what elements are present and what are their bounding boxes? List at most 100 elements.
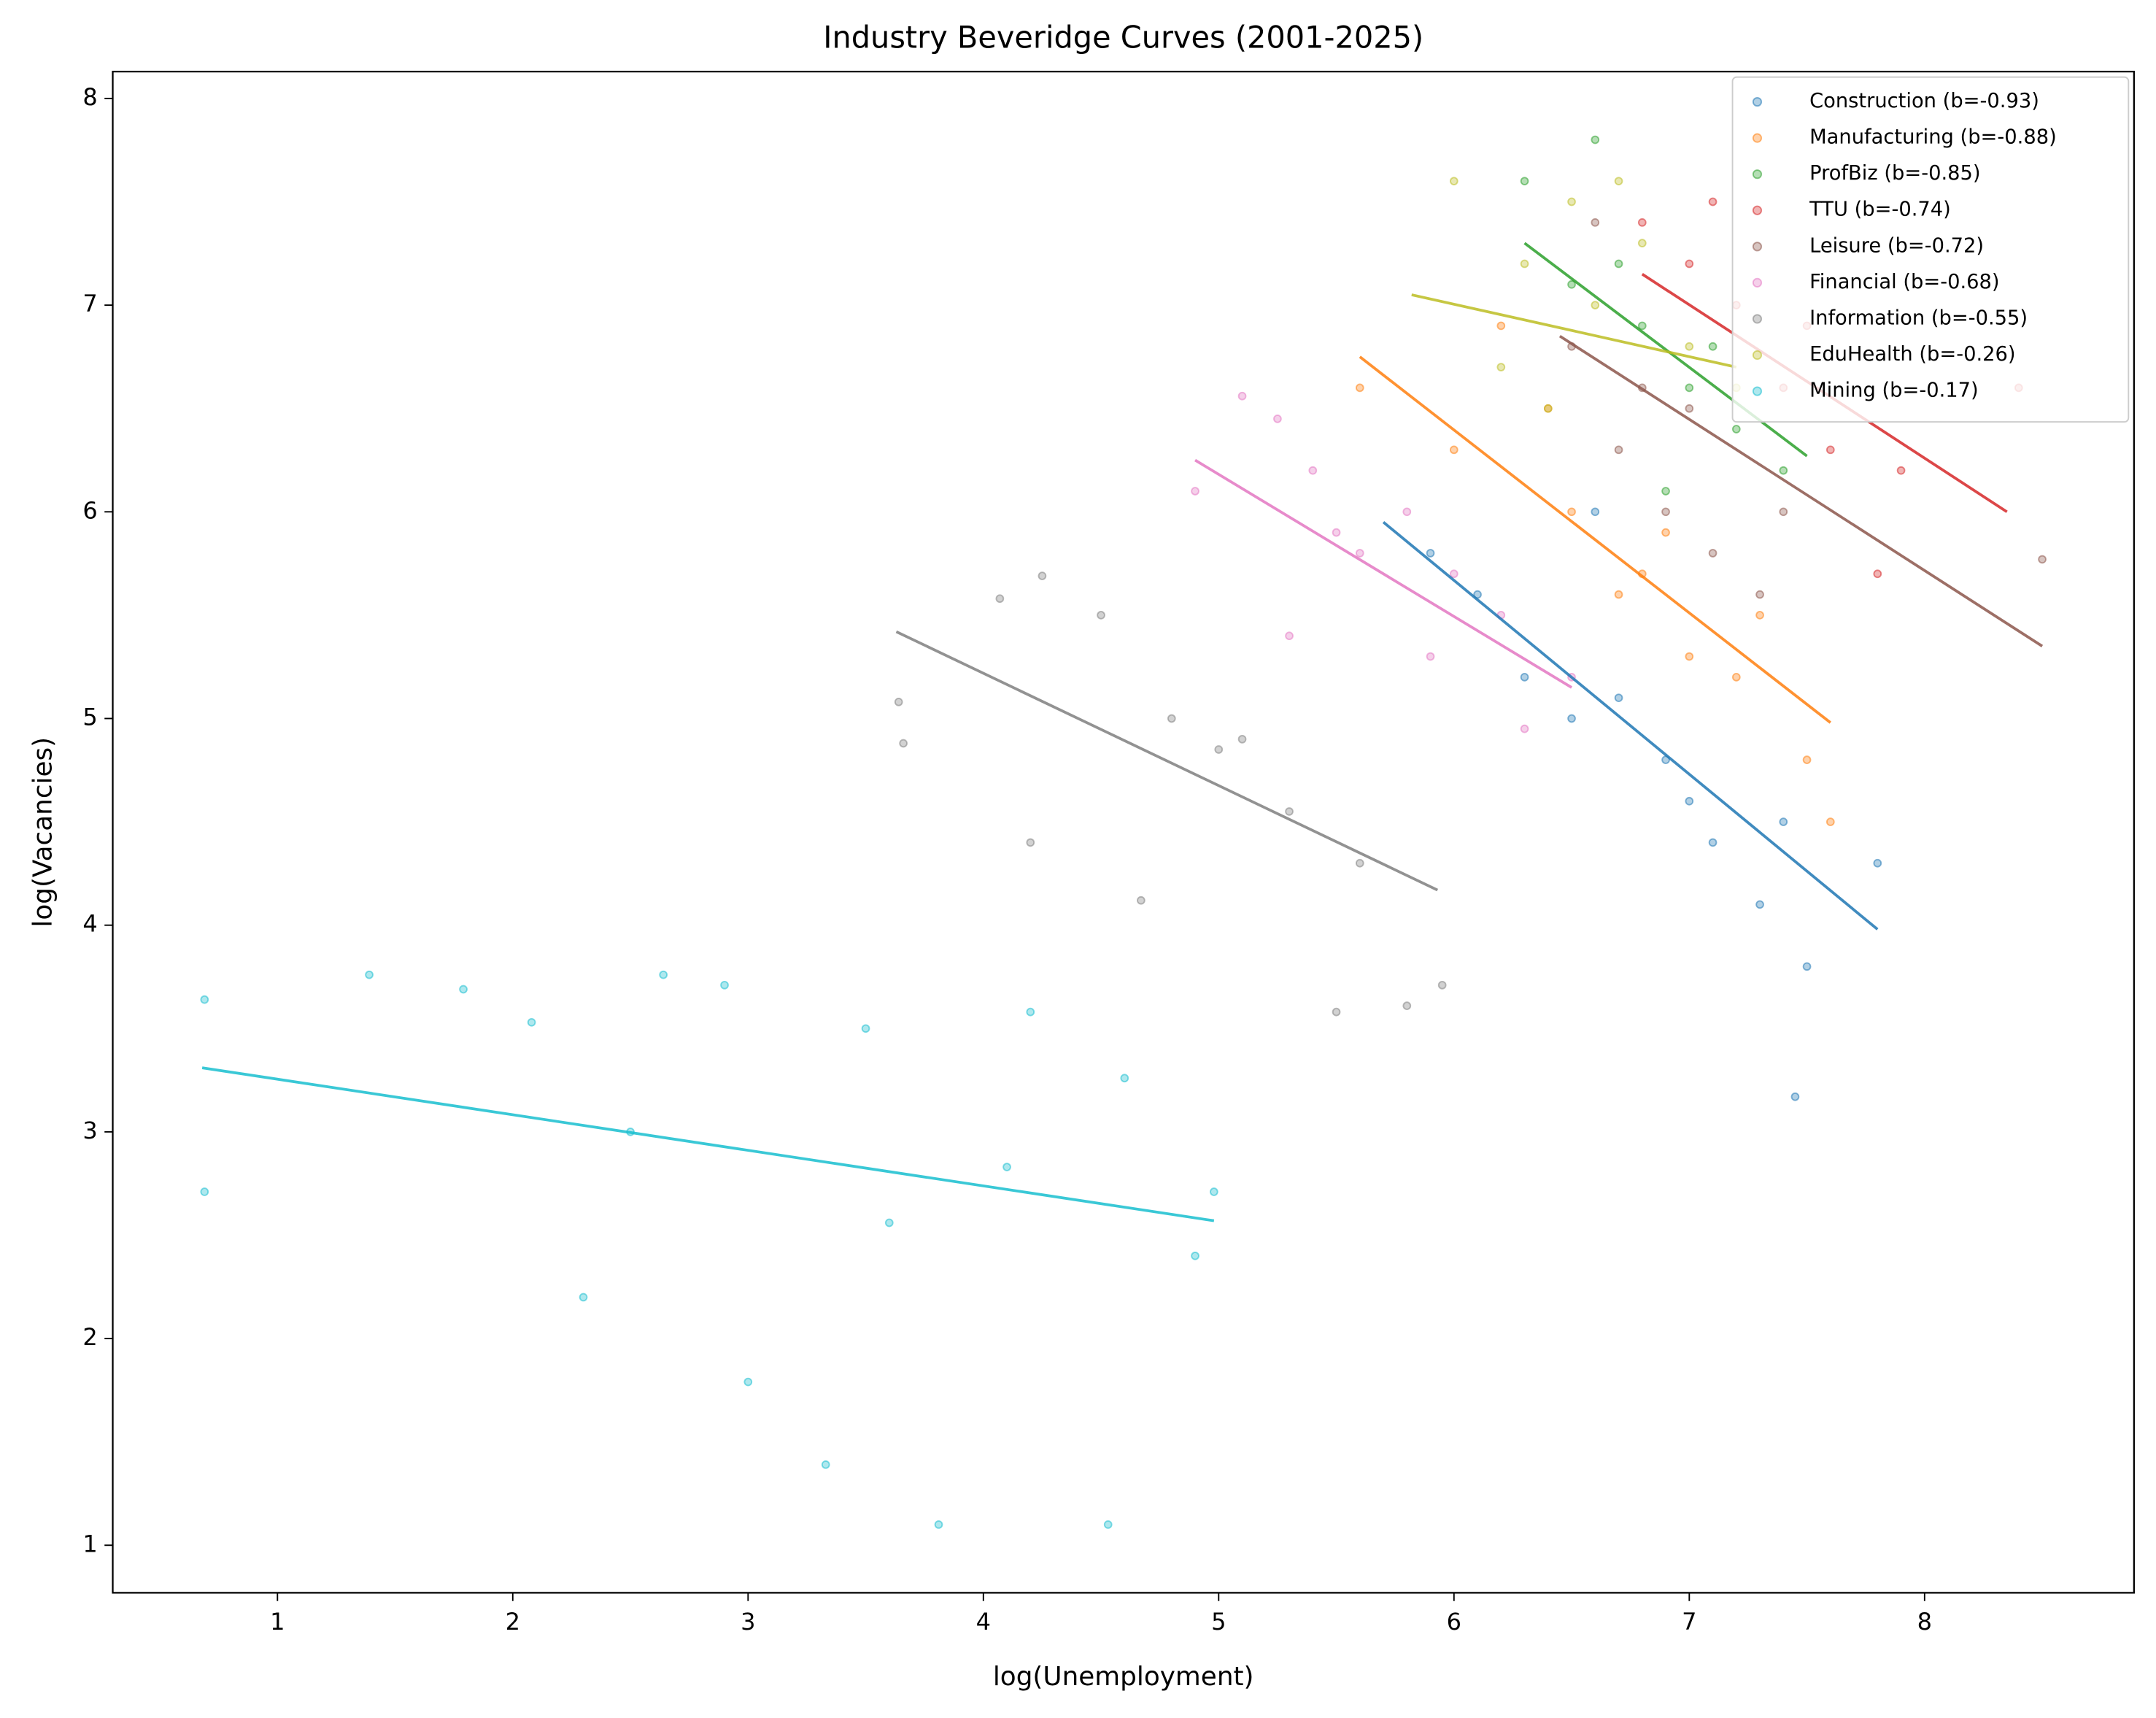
x-tick-label: 2 [506, 1608, 520, 1636]
scatter-point [1685, 404, 1694, 413]
scatter-point [1802, 755, 1812, 764]
scatter-point [884, 1218, 894, 1228]
legend-marker [1752, 133, 1763, 143]
scatter-point [1637, 321, 1647, 331]
scatter-point [1496, 321, 1506, 331]
scatter-point [1449, 445, 1458, 455]
scatter-point [743, 1377, 753, 1387]
scatter-point [1355, 549, 1364, 558]
scatter-point [1520, 259, 1529, 269]
scatter-point [1708, 342, 1718, 351]
legend-label: Mining (b=-0.17) [1809, 380, 1979, 402]
scatter-point [1038, 571, 1047, 580]
scatter-point [1449, 569, 1458, 579]
scatter-point [1825, 445, 1835, 455]
scatter-point [1614, 177, 1623, 186]
scatter-point [1449, 177, 1458, 186]
scatter-point [1520, 673, 1529, 682]
scatter-point [1779, 507, 1788, 517]
legend-label: EduHealth (b=-0.26) [1809, 343, 2015, 366]
legend-marker [1752, 314, 1763, 324]
scatter-point [1214, 745, 1224, 754]
x-tick-label: 3 [741, 1608, 755, 1636]
legend-marker [1752, 386, 1763, 396]
scatter-point [200, 1187, 209, 1196]
scatter-point [1779, 466, 1788, 475]
scatter-point [1285, 631, 1294, 641]
x-tick-label: 6 [1447, 1608, 1461, 1636]
scatter-point [1026, 838, 1035, 847]
scatter-point [934, 1520, 943, 1529]
scatter-point [1790, 1092, 1800, 1101]
scatter-point [1332, 528, 1341, 537]
scatter-point [1567, 714, 1576, 723]
x-tick-label: 7 [1682, 1608, 1696, 1636]
legend-marker [1752, 96, 1763, 107]
scatter-point [1332, 1007, 1341, 1017]
fit-line [1359, 355, 1831, 724]
scatter-point [1637, 239, 1647, 247]
scatter-point [1873, 858, 1882, 868]
scatter-point [365, 970, 374, 979]
scatter-point [1237, 391, 1247, 401]
scatter-point [1708, 838, 1718, 847]
scatter-point [1591, 135, 1600, 145]
scatter-point [1802, 962, 1812, 971]
fit-line [1382, 521, 1879, 931]
fit-line [201, 1066, 1215, 1222]
scatter-point [1543, 404, 1553, 413]
scatter-point [1520, 177, 1529, 186]
scatter-point [1237, 734, 1247, 744]
scatter-point [1191, 487, 1199, 496]
scatter-point [1685, 342, 1694, 351]
scatter-point [1167, 714, 1176, 723]
legend-marker [1752, 277, 1763, 288]
scatter-point [821, 1460, 830, 1469]
scatter-point [861, 1024, 870, 1033]
scatter-point [1685, 796, 1694, 806]
legend-label: Construction (b=-0.93) [1809, 90, 2039, 112]
legend-marker [1752, 169, 1763, 180]
scatter-point [1685, 652, 1694, 661]
legend-label: ProfBiz (b=-0.85) [1809, 162, 1980, 185]
legend-marker [1752, 350, 1763, 361]
legend-label: Manufacturing (b=-0.88) [1809, 126, 2057, 149]
scatter-point [2038, 555, 2047, 564]
scatter-point [1355, 858, 1364, 868]
scatter-point [1637, 217, 1647, 227]
y-tick-label: 3 [82, 1117, 97, 1144]
scatter-point [1426, 652, 1435, 661]
legend-label: TTU (b=-0.74) [1809, 199, 1951, 221]
scatter-point [1614, 590, 1623, 599]
fit-line [1558, 334, 2044, 647]
scatter-point [1708, 197, 1718, 207]
plot-frame [112, 70, 2135, 1594]
x-tick-label: 1 [270, 1608, 285, 1636]
scatter-point [1591, 507, 1600, 517]
scatter-point [1661, 507, 1670, 517]
scatter-point [1191, 1251, 1199, 1260]
scatter-point [1779, 817, 1788, 826]
scatter-point [1210, 1187, 1218, 1196]
fit-line [895, 630, 1439, 892]
scatter-point [1685, 259, 1694, 269]
legend: Construction (b=-0.93) Manufacturing (b=-… [1731, 76, 2130, 423]
scatter-point [200, 995, 209, 1004]
scatter-point [1591, 217, 1600, 227]
scatter-point [1755, 900, 1764, 909]
chart-title: Industry Beveridge Curves (2001-2025) [823, 20, 1423, 55]
scatter-point [527, 1017, 536, 1027]
legend-label: Financial (b=-0.68) [1809, 271, 1999, 293]
y-tick-label: 7 [82, 290, 97, 317]
scatter-point [1755, 590, 1764, 599]
x-tick-label: 5 [1211, 1608, 1226, 1636]
scatter-point [720, 980, 729, 990]
scatter-point [659, 970, 668, 979]
x-axis-label: log(Unemployment) [993, 1662, 1254, 1692]
scatter-point [1137, 895, 1145, 905]
scatter-point [1614, 259, 1623, 269]
scatter-point [1567, 280, 1576, 289]
scatter-point [1120, 1074, 1129, 1083]
